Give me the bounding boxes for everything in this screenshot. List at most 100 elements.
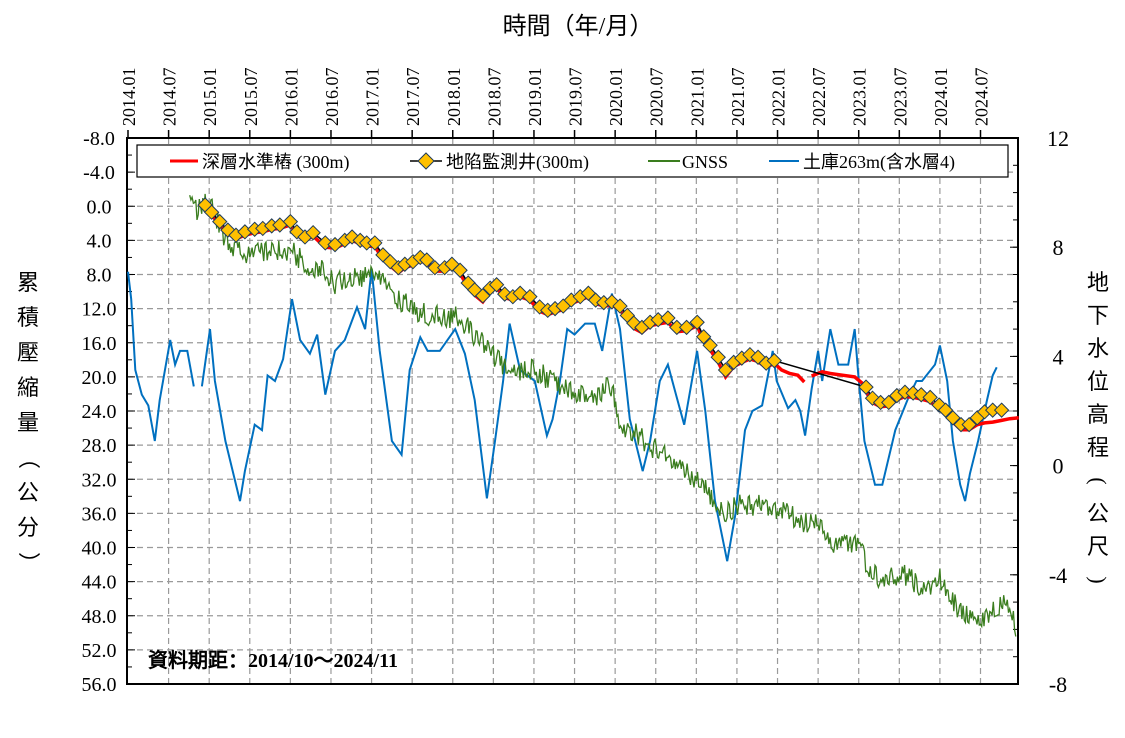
series-line-tuku-263m [127,271,195,442]
legend-diamond-marker [417,152,435,170]
y-left-tick-label: 8.0 [87,265,112,287]
data-point-monitoring-well [282,213,299,230]
legend-label-tuku: 土庫263m(含水層4) [803,152,955,173]
y-axis-label-right-char: 位 [1087,369,1109,394]
y-left-tick-label: 28.0 [82,435,117,457]
data-point-monitoring-well [626,315,642,331]
series-layer [127,193,1019,637]
x-tick-label: 2024.07 [972,68,992,127]
data-point-monitoring-well [212,213,228,230]
y-left-tick-label: 48.0 [82,606,117,628]
x-tick-label: 2020.01 [606,68,626,127]
y-axis-label-left-char: ） [16,552,41,574]
data-point-monitoring-well [961,416,977,433]
chart-title: 時間（年/月） [503,13,654,40]
x-tick-label: 2017.07 [403,68,423,127]
data-point-monitoring-well [945,410,961,426]
y-axis-label-right-char: 公 [1087,501,1109,526]
data-point-monitoring-well [512,285,528,301]
x-tick-label: 2018.07 [484,68,504,127]
y-left-tick-label: -8.0 [83,128,115,150]
y-axis-label-right-char: ) [1086,576,1111,583]
y-right-tick-label: -4 [1049,563,1067,588]
data-point-monitoring-well [522,288,538,305]
data-period-annotation: 資料期距：2014/10～2024/11 [148,648,398,672]
data-point-monitoring-well [660,310,676,326]
x-tick-label: 2022.07 [809,68,829,127]
y-left-tick-label: 4.0 [87,230,112,252]
y-axis-label-right-char: 下 [1087,303,1109,328]
legend-label-deep-benchmark: 深層水準樁 (300m) [202,152,350,173]
data-point-monitoring-well [881,394,897,411]
data-point-monitoring-well [689,314,705,330]
data-point-monitoring-well [695,329,712,345]
y-left-tick-label: 24.0 [82,401,117,423]
x-tick-label: 2024.01 [931,68,951,127]
data-point-monitoring-well [858,379,874,395]
y-left-tick-label: 52.0 [82,640,117,662]
x-tick-label: 2021.07 [728,68,748,127]
x-tick-label: 2019.01 [525,68,545,127]
data-point-monitoring-well [444,256,460,272]
y-left-tick-label: 40.0 [82,538,117,560]
y-left-tick-label: 36.0 [82,503,117,525]
data-point-monitoring-well [742,346,758,363]
axes: 2014.01 2014.07 2015.01 2015.07 2016.01 2016.… [82,68,1070,698]
series-line-tuku-263m [200,268,998,562]
y-axis-label-right-char: 尺 [1087,534,1109,559]
x-tick-label: 2021.01 [687,68,707,127]
x-tick-label: 2023.07 [890,68,910,127]
y-right-tick-label: 8 [1053,235,1064,260]
x-tick-label: 2014.01 [119,68,139,127]
series-line-gnss [189,193,1017,637]
legend: 深層水準樁 (300m) 地陷監測井(300m) GNSS 土庫263m(含水層… [136,144,1009,178]
data-point-monitoring-well [289,224,305,240]
data-point-monitoring-well [452,262,468,278]
y-axis-label-right-char: 高 [1087,402,1109,427]
y-left-tick-label: 56.0 [82,674,117,696]
legend-label-gnss: GNSS [682,152,728,172]
y-axis-label-left-char: 分 [17,515,39,540]
data-point-monitoring-well [702,337,718,354]
data-point-monitoring-well [475,288,491,304]
y-left-tick-label: 12.0 [82,299,117,321]
y-left-tick-label: 16.0 [82,333,117,355]
data-point-monitoring-well [913,387,929,403]
x-tick-label: 2015.01 [200,68,220,127]
y-axis-label-left-char: 縮 [17,375,39,400]
data-point-monitoring-well [531,299,548,315]
data-point-monitoring-well [317,235,334,251]
y-axis-label-left-char: 累 [17,270,39,295]
legend-label-monitoring-well: 地陷監測井(300m) [446,152,589,173]
y-axis-label-right-char: 地 [1087,270,1109,295]
x-tick-label: 2014.07 [160,68,180,127]
data-point-monitoring-well [587,292,604,308]
y-left-tick-label: -4.0 [83,162,115,184]
data-point-monitoring-well [937,402,954,418]
x-tick-label: 2023.01 [850,68,870,127]
y-left-tick-label: 20.0 [82,367,117,389]
grid [127,138,1018,684]
y-right-tick-label: 0 [1053,454,1064,479]
y-axis-label-left-char: 積 [17,305,39,330]
plot-frame [126,137,1019,685]
y-axis-label-right-char: 水 [1087,336,1109,361]
y-axis-label-left-char: 壓 [17,340,39,365]
data-point-monitoring-well [717,362,734,378]
y-axis-label-right-char: 程 [1087,435,1109,460]
x-tick-label: 2019.07 [566,68,586,127]
data-point-monitoring-well [488,277,505,293]
data-point-monitoring-well [993,402,1010,418]
data-point-monitoring-well [931,397,947,413]
data-point-monitoring-well [419,252,435,268]
y-right-tick-label: 12 [1047,126,1069,151]
y-axis-label-left-char: （ [16,447,41,469]
data-point-monitoring-well [710,349,726,365]
x-tick-label: 2016.07 [322,68,342,127]
y-left-tick-label: 32.0 [82,469,117,491]
y-axis-label-left-char: 公 [17,480,39,505]
data-point-monitoring-well [367,235,383,251]
y-left-tick-label: 44.0 [82,572,117,594]
